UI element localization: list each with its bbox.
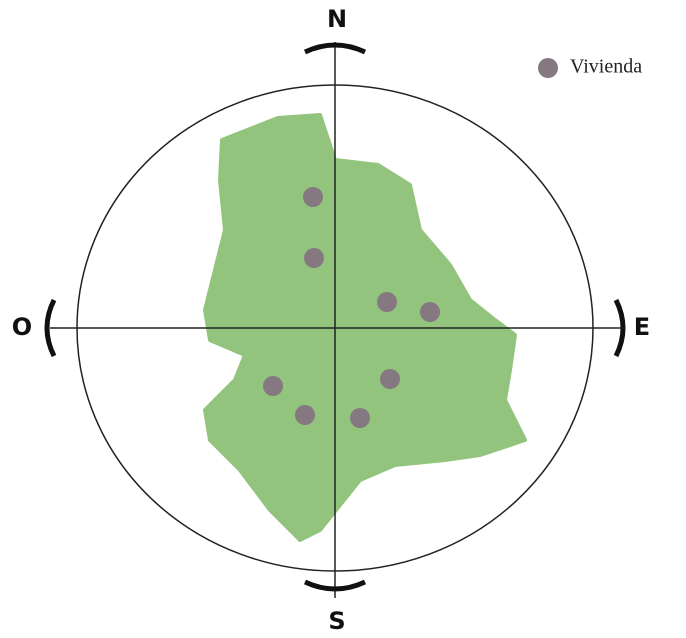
legend-label: Vivienda (570, 56, 642, 78)
dwelling (420, 302, 440, 322)
dwellings (263, 187, 440, 428)
dwelling (350, 408, 370, 428)
north-label: N (327, 5, 347, 33)
south-bracket (303, 579, 367, 592)
dwelling (304, 248, 324, 268)
dwelling (263, 376, 283, 396)
legend-marker (538, 58, 558, 78)
east-label: E (634, 313, 650, 341)
south-label: S (328, 607, 345, 635)
dwelling (295, 405, 315, 425)
west-bracket (44, 298, 57, 358)
west-label: O (12, 313, 32, 341)
dwelling (377, 292, 397, 312)
north-bracket (303, 42, 367, 55)
dwelling (303, 187, 323, 207)
dwelling (380, 369, 400, 389)
east-bracket (613, 298, 626, 358)
